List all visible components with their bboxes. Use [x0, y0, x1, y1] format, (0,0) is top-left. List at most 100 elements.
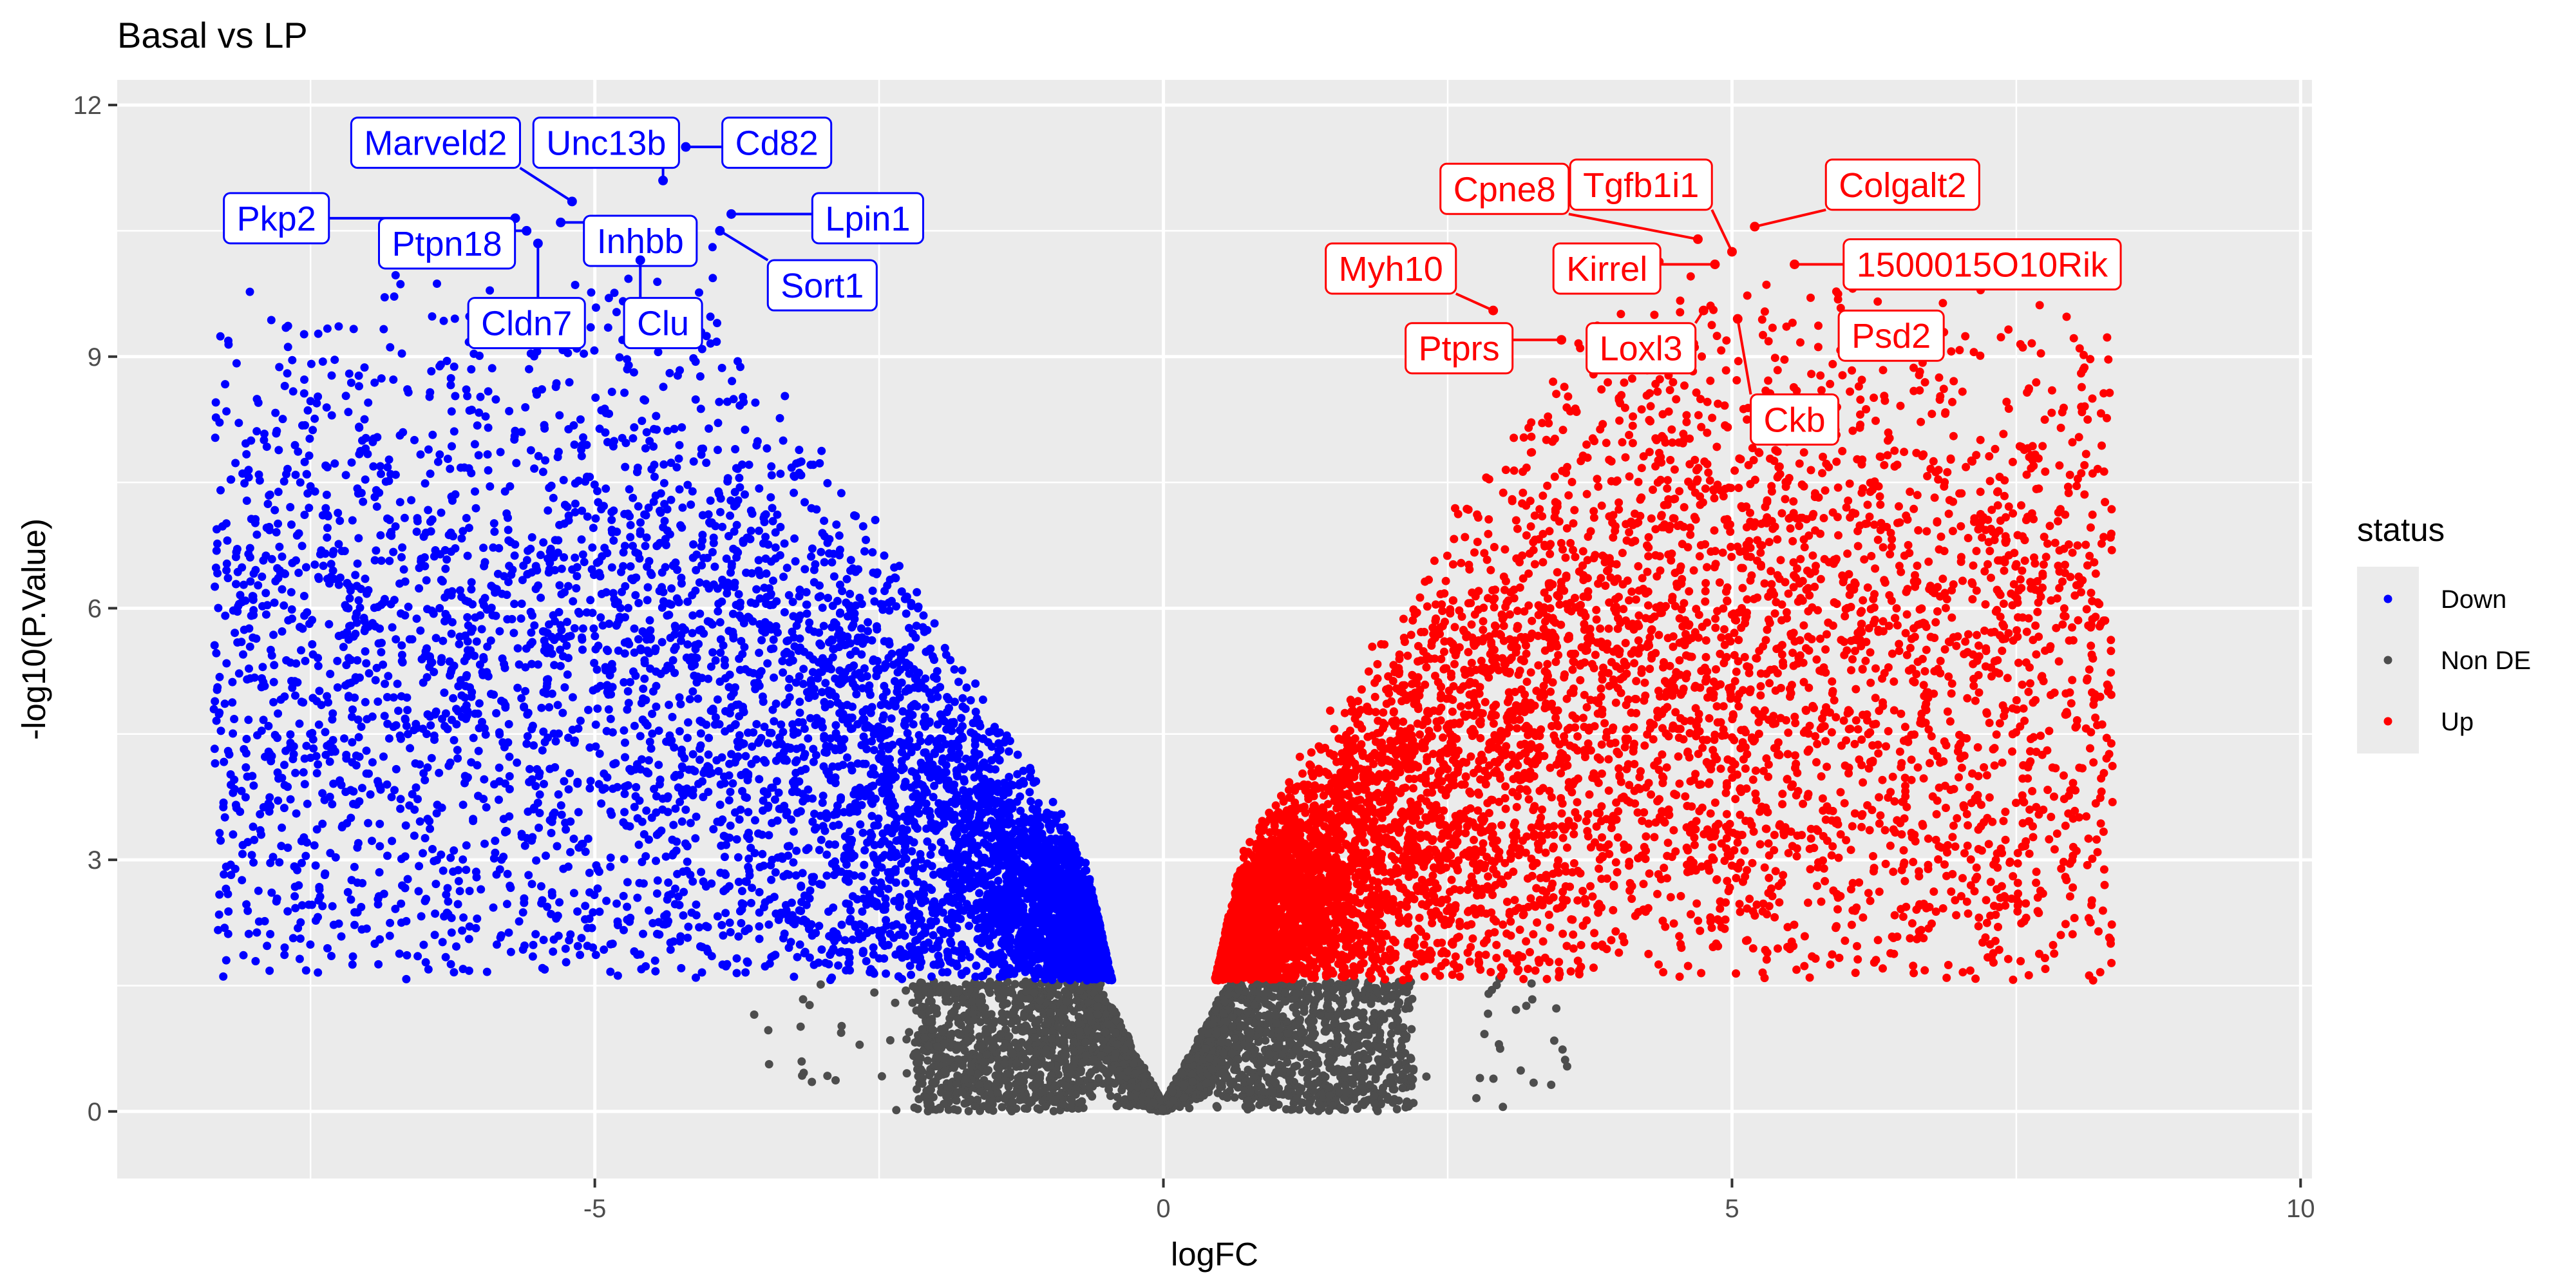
data-point-down	[427, 367, 436, 375]
data-point-non-de	[1295, 1087, 1304, 1096]
data-point-down	[597, 799, 606, 808]
data-point-down	[683, 933, 692, 942]
data-point-non-de	[1338, 989, 1347, 997]
data-point-down	[652, 412, 661, 421]
data-point-non-de	[797, 1057, 806, 1066]
data-point-non-de	[1065, 1025, 1074, 1034]
data-point-down	[323, 324, 332, 333]
data-point-non-de	[1529, 1078, 1538, 1087]
data-point-non-de	[1093, 1002, 1102, 1011]
data-point-non-de	[940, 1066, 949, 1075]
data-point-down	[591, 303, 600, 312]
data-point-non-de	[1292, 989, 1301, 998]
data-point-non-de	[1330, 1019, 1339, 1027]
data-point-down	[290, 440, 299, 450]
data-point-non-de	[961, 1075, 971, 1083]
data-point-non-de	[963, 1036, 971, 1045]
data-point-non-de	[994, 994, 1003, 1003]
data-point-down	[254, 581, 263, 590]
data-point-non-de	[1547, 1081, 1556, 1089]
data-point-down	[532, 856, 541, 865]
data-point-non-de	[1383, 1092, 1392, 1101]
data-point-down	[544, 506, 553, 515]
data-point-non-de	[1283, 1029, 1293, 1038]
data-point-non-de	[1219, 1048, 1228, 1057]
data-point-non-de	[1004, 1032, 1013, 1041]
data-point-down	[491, 837, 500, 846]
data-point-non-de	[1030, 1033, 1039, 1042]
data-point-non-de	[1230, 1093, 1239, 1102]
data-point-non-de	[983, 1081, 992, 1090]
data-point-non-de	[1374, 1043, 1383, 1052]
data-point-non-de	[1352, 990, 1361, 998]
data-point-non-de	[1094, 994, 1103, 1003]
data-point-non-de	[1386, 1037, 1394, 1046]
data-point-down	[724, 796, 734, 805]
data-point-non-de	[942, 1053, 951, 1062]
data-point-non-de	[1333, 1010, 1341, 1019]
data-point-down	[286, 730, 295, 739]
data-point-non-de	[1149, 1098, 1158, 1107]
data-point-non-de	[1090, 1055, 1098, 1064]
data-point-down	[349, 325, 358, 334]
data-point-down	[772, 699, 781, 708]
data-point-down	[348, 516, 357, 525]
data-point-down	[452, 942, 460, 951]
data-point-down	[588, 543, 597, 552]
data-point-non-de	[1168, 1088, 1177, 1097]
data-point-down	[576, 716, 585, 725]
data-point-non-de	[1392, 1104, 1401, 1113]
data-point-down	[455, 887, 464, 896]
data-point-non-de	[1242, 1052, 1250, 1061]
data-point-non-de	[798, 1071, 806, 1080]
data-point-non-de	[1333, 1048, 1342, 1057]
data-point-non-de	[1321, 1025, 1331, 1034]
data-point-down	[705, 424, 714, 433]
data-point-non-de	[823, 1072, 832, 1081]
data-point-down	[560, 683, 569, 692]
data-point-non-de	[892, 1106, 901, 1115]
data-point-non-de	[1001, 1076, 1009, 1085]
data-point-down	[504, 720, 513, 728]
data-point-non-de	[950, 1105, 958, 1113]
data-point-non-de	[925, 1006, 934, 1015]
data-point-down	[623, 878, 632, 887]
data-point-down	[741, 968, 750, 977]
data-point-non-de	[1397, 1042, 1406, 1051]
data-point-down	[355, 752, 364, 761]
data-point-non-de	[1278, 1012, 1287, 1021]
data-point-non-de	[1356, 1009, 1365, 1018]
data-point-non-de	[1021, 1061, 1030, 1070]
data-point-down	[505, 772, 514, 781]
data-point-non-de	[1269, 992, 1278, 1001]
data-point-non-de	[1140, 1081, 1149, 1090]
data-point-down	[312, 769, 321, 778]
data-point-down	[344, 635, 353, 644]
data-point-non-de	[1112, 1016, 1121, 1025]
data-point-down	[718, 815, 727, 824]
data-point-non-de	[1106, 1092, 1115, 1101]
data-point-non-de	[1209, 1019, 1218, 1028]
data-point-down	[768, 504, 777, 513]
data-point-down	[684, 922, 693, 931]
data-point-non-de	[816, 980, 825, 989]
data-point-non-de	[886, 1036, 895, 1045]
data-point-non-de	[1271, 1010, 1280, 1019]
data-point-non-de	[1527, 979, 1536, 988]
data-point-non-de	[982, 981, 991, 990]
data-point-non-de	[1346, 1046, 1355, 1056]
data-point-non-de	[1102, 1069, 1111, 1078]
data-point-non-de	[1244, 1017, 1253, 1026]
data-point-non-de	[1392, 1063, 1401, 1072]
data-point-down	[424, 445, 433, 454]
data-point-down	[539, 538, 548, 547]
data-point-non-de	[1363, 1025, 1372, 1033]
data-point-down	[380, 712, 389, 721]
data-point-non-de	[980, 1057, 988, 1066]
data-point-down	[474, 746, 483, 755]
data-point-down	[814, 592, 823, 601]
data-point-non-de	[1104, 1020, 1112, 1029]
data-point-non-de	[1081, 1038, 1090, 1047]
data-point-down	[424, 506, 433, 515]
data-point-non-de	[1256, 1056, 1265, 1065]
